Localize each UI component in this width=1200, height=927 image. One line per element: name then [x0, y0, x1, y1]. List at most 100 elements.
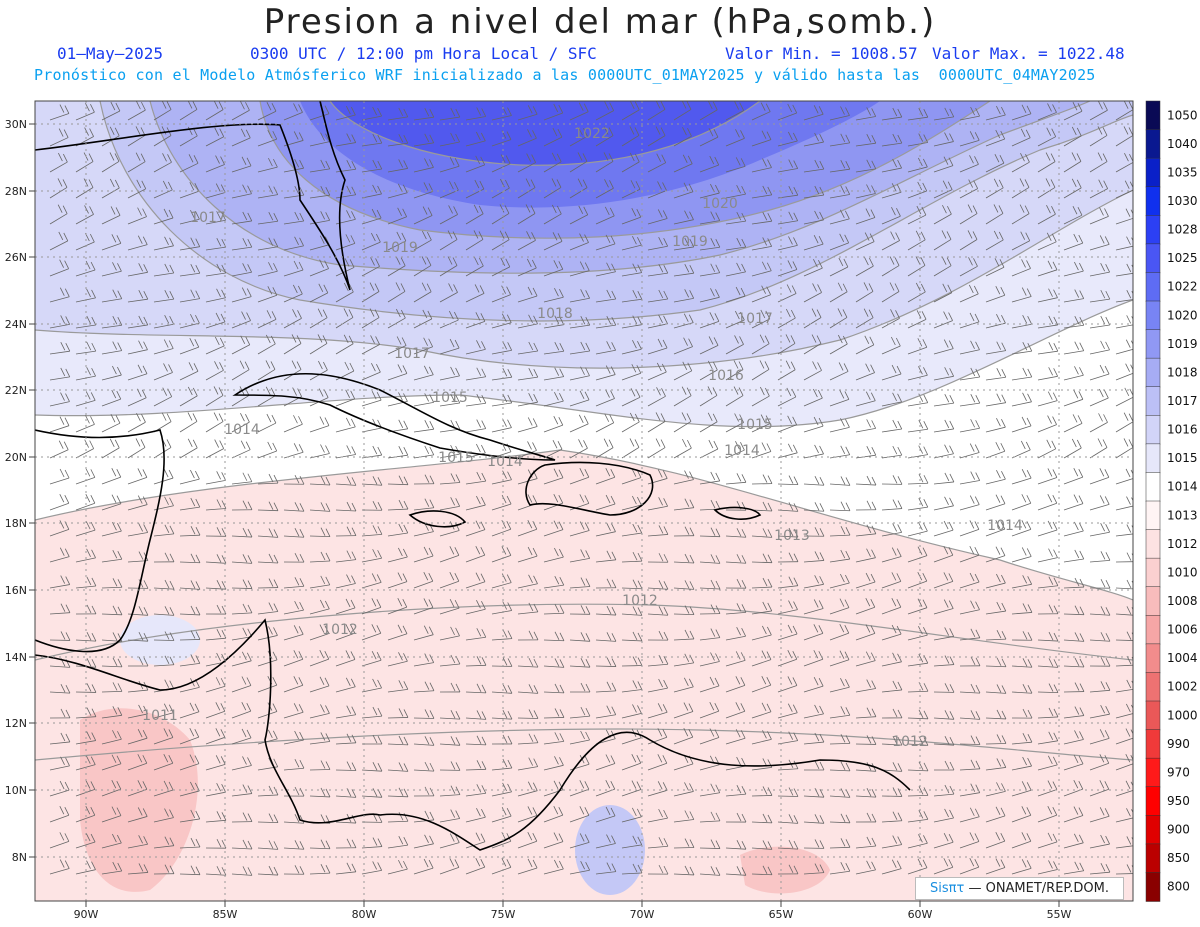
wind-barb — [179, 154, 199, 173]
wind-barb — [153, 655, 175, 667]
wind-barb — [777, 131, 798, 147]
wind-barb — [803, 210, 824, 225]
wind-barb — [1089, 388, 1109, 407]
wind-barb — [101, 101, 121, 121]
wind-barb — [673, 526, 695, 537]
wind-barb — [777, 624, 798, 641]
wind-barb — [543, 604, 565, 615]
wind-barb — [725, 310, 745, 329]
wind-barb — [1037, 152, 1056, 173]
colorbar-swatch — [1145, 700, 1161, 731]
wind-barb — [855, 419, 877, 433]
wind-barb — [829, 390, 850, 407]
wind-barb — [985, 657, 1007, 668]
wind-barb — [413, 834, 434, 849]
wind-barb — [933, 627, 955, 641]
wind-barb — [985, 418, 1006, 433]
wind-barb — [829, 734, 851, 745]
wind-barb — [647, 808, 668, 823]
colorbar-label: 1025 — [1167, 251, 1198, 265]
wind-barb — [985, 601, 1007, 615]
wind-barb — [101, 389, 122, 407]
wind-barb — [1063, 861, 1085, 875]
wind-barb — [569, 468, 590, 485]
wind-barb — [855, 134, 877, 147]
wind-barb — [309, 599, 330, 615]
wind-barb — [101, 833, 122, 849]
wind-barb — [101, 413, 121, 433]
wind-barb — [1089, 863, 1111, 875]
wind-barb — [153, 808, 174, 823]
wind-barb — [751, 553, 773, 564]
wind-barb — [439, 736, 461, 746]
colorbar-label: 1013 — [1167, 508, 1198, 522]
wind-barb — [361, 734, 383, 745]
wind-barb — [465, 340, 486, 355]
colorbar-label: 900 — [1167, 823, 1190, 837]
wind-barb — [621, 704, 642, 719]
wind-barb — [907, 810, 929, 823]
colorbar-swatch — [1145, 529, 1161, 559]
wind-barb — [985, 153, 1005, 173]
wind-barb — [959, 495, 980, 511]
wind-barb — [621, 753, 642, 771]
wind-barb — [673, 810, 695, 823]
wind-barb — [881, 158, 902, 173]
wind-barb — [153, 263, 175, 277]
wind-barb — [803, 551, 825, 563]
wind-barb — [933, 546, 954, 563]
wind-barb — [231, 101, 250, 121]
wind-barb — [491, 684, 513, 694]
wind-barb — [621, 807, 642, 823]
wind-barb — [933, 784, 955, 797]
wind-barb — [1063, 316, 1085, 329]
wind-barb — [855, 256, 874, 277]
wind-barb — [283, 814, 305, 824]
wind-barb — [959, 131, 980, 147]
wind-barb — [569, 414, 589, 433]
wind-barb — [1063, 414, 1083, 433]
wind-barb — [517, 630, 539, 641]
lat-tick-label: 12N — [5, 717, 27, 730]
wind-barb — [777, 308, 796, 329]
wind-barb — [621, 152, 640, 173]
wind-barb — [569, 605, 591, 615]
wind-barb — [855, 598, 876, 615]
wind-barb — [127, 729, 148, 745]
wind-barb — [1089, 632, 1111, 642]
wind-barb — [413, 133, 435, 147]
wind-barb — [1063, 577, 1085, 589]
wind-barb — [933, 520, 954, 537]
wind-barb — [595, 315, 617, 329]
isobar-label: 1022 — [574, 126, 610, 142]
wind-barb — [543, 547, 564, 563]
wind-barb — [881, 523, 903, 537]
wind-barb — [1011, 315, 1032, 329]
wind-barb — [959, 759, 981, 771]
wind-barb — [595, 341, 617, 355]
wind-barb — [413, 108, 435, 121]
wind-barb — [439, 497, 461, 511]
wind-barb — [855, 282, 874, 303]
wind-barb — [881, 859, 902, 875]
wind-barb — [933, 444, 954, 459]
wind-barb — [543, 658, 565, 668]
wind-barb — [803, 624, 824, 641]
wind-barb — [127, 754, 148, 771]
wind-barb — [777, 787, 799, 797]
wind-barb — [933, 156, 954, 173]
wind-barb — [335, 234, 356, 251]
wind-barb — [855, 308, 874, 329]
colorbar-label: 1008 — [1167, 594, 1198, 608]
wind-barb — [309, 624, 330, 641]
wind-barb — [881, 624, 902, 641]
wind-barb — [569, 706, 591, 719]
wind-barb — [179, 313, 200, 329]
wind-barb — [439, 682, 461, 693]
wind-barb — [829, 501, 851, 512]
wind-barb — [1089, 207, 1109, 225]
wind-barb — [855, 836, 877, 849]
wind-barb — [1011, 859, 1032, 875]
wind-barb — [1011, 468, 1032, 485]
wind-barb — [803, 527, 825, 537]
